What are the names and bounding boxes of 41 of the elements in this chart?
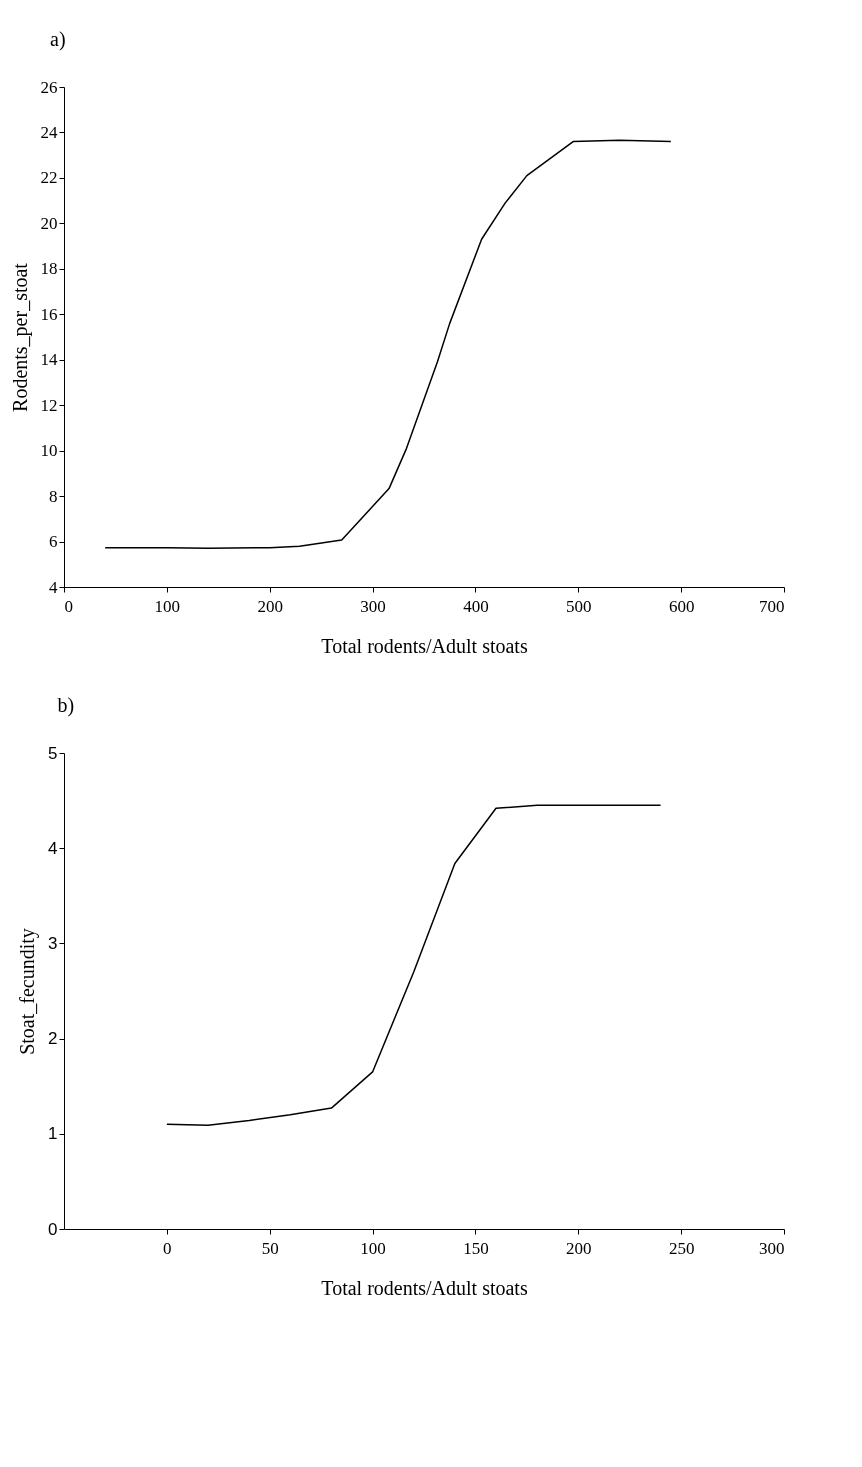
y-tick-label: 4 — [49, 577, 58, 597]
line-series — [166, 804, 662, 1126]
x-tick-label: 500 — [566, 596, 592, 616]
y-tick-label: 5 — [48, 743, 58, 763]
x-axis-title: Total rodents/Adult stoats — [321, 1276, 528, 1299]
x-tick-label: 400 — [463, 596, 489, 616]
x-tick-label: 200 — [257, 596, 283, 616]
y-axis-title: Stoat_fecundity — [16, 928, 40, 1055]
x-tick-label: 0 — [64, 596, 73, 616]
y-tick-label: 24 — [40, 122, 58, 142]
x-axis-title: Total rodents/Adult stoats — [321, 634, 528, 657]
y-tick-label: 0 — [48, 1219, 58, 1239]
y-tick-label: 2 — [48, 1029, 58, 1049]
y-axis-title: Rodents_per_stoat — [8, 262, 32, 412]
x-tick-label: 300 — [759, 1238, 785, 1258]
x-tick-label: 150 — [463, 1238, 489, 1258]
y-tick-label: 12 — [40, 395, 58, 415]
y-tick-label: 4 — [48, 838, 58, 858]
line-series — [104, 139, 672, 550]
y-tick-label: 16 — [40, 304, 58, 324]
x-tick-label: 100 — [154, 596, 181, 616]
y-tick-label: 22 — [40, 168, 58, 188]
y-tick-label: 3 — [48, 933, 58, 953]
y-tick-label: 26 — [40, 77, 58, 97]
y-tick-label: 14 — [40, 350, 58, 370]
chart-title: a) — [50, 28, 66, 51]
x-tick-label: 0 — [163, 1238, 172, 1258]
chart-title: b) — [57, 694, 75, 717]
y-tick-label: 10 — [40, 441, 58, 461]
x-tick-label: 300 — [360, 596, 386, 616]
x-tick-label: 100 — [360, 1238, 386, 1258]
y-tick-label: 6 — [49, 532, 58, 552]
x-tick-label: 700 — [759, 596, 785, 616]
x-tick-label: 250 — [668, 1238, 695, 1258]
y-tick-label: 20 — [40, 213, 58, 233]
x-tick-label: 200 — [566, 1238, 592, 1258]
y-tick-label: 1 — [48, 1124, 58, 1144]
y-tick-label: 8 — [49, 486, 58, 506]
y-tick-label: 18 — [40, 259, 58, 279]
x-tick-label: 600 — [668, 596, 695, 616]
x-tick-label: 50 — [261, 1238, 279, 1258]
